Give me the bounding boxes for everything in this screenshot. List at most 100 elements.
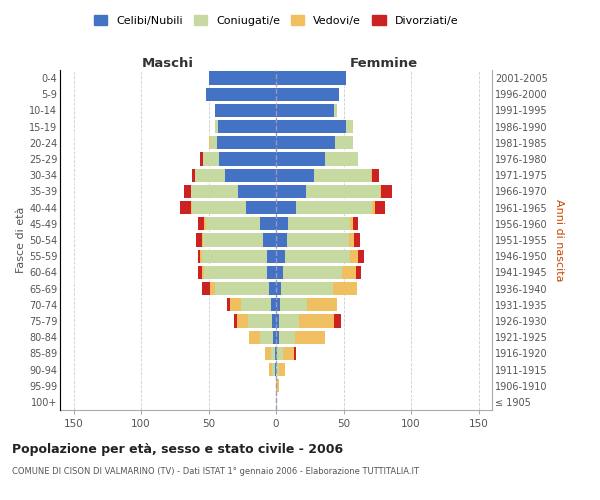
Bar: [276, 346, 277, 360]
Bar: [220, 152, 276, 166]
Bar: [249, 330, 260, 344]
Bar: [353, 217, 358, 230]
Bar: [276, 379, 278, 392]
Bar: [276, 152, 325, 166]
Bar: [193, 168, 195, 182]
Bar: [205, 217, 206, 230]
Bar: [266, 250, 276, 263]
Bar: [195, 168, 224, 182]
Bar: [358, 250, 364, 263]
Bar: [217, 136, 276, 149]
Bar: [191, 185, 238, 198]
Bar: [280, 298, 307, 312]
Bar: [278, 314, 299, 328]
Bar: [209, 72, 276, 85]
Bar: [349, 234, 354, 246]
Bar: [276, 234, 287, 246]
Bar: [180, 201, 191, 214]
Bar: [198, 217, 205, 230]
Bar: [266, 266, 276, 279]
Bar: [350, 217, 353, 230]
Bar: [342, 266, 356, 279]
Bar: [227, 298, 230, 312]
Bar: [274, 330, 276, 344]
Bar: [334, 104, 337, 117]
Bar: [276, 330, 278, 344]
Bar: [202, 266, 205, 279]
Bar: [198, 266, 202, 279]
Bar: [272, 363, 275, 376]
Bar: [325, 152, 358, 166]
Bar: [200, 250, 202, 263]
Bar: [350, 250, 358, 263]
Bar: [372, 168, 379, 182]
Bar: [293, 346, 296, 360]
Bar: [241, 298, 271, 312]
Bar: [299, 314, 334, 328]
Bar: [276, 185, 306, 198]
Bar: [277, 346, 283, 360]
Bar: [372, 201, 374, 214]
Bar: [184, 185, 191, 198]
Bar: [276, 168, 314, 182]
Bar: [314, 168, 371, 182]
Bar: [206, 88, 276, 101]
Bar: [296, 201, 372, 214]
Bar: [334, 314, 341, 328]
Bar: [287, 234, 349, 246]
Bar: [210, 136, 217, 149]
Bar: [215, 282, 269, 295]
Bar: [283, 266, 342, 279]
Bar: [276, 250, 286, 263]
Text: COMUNE DI CISON DI VALMARINO (TV) - Dati ISTAT 1° gennaio 2006 - Elaborazione TU: COMUNE DI CISON DI VALMARINO (TV) - Dati…: [12, 468, 419, 476]
Bar: [382, 185, 392, 198]
Bar: [224, 168, 276, 182]
Bar: [202, 250, 266, 263]
Bar: [198, 250, 200, 263]
Bar: [237, 314, 248, 328]
Bar: [203, 234, 263, 246]
Bar: [307, 298, 337, 312]
Y-axis label: Anni di nascita: Anni di nascita: [554, 198, 565, 281]
Bar: [238, 185, 276, 198]
Bar: [269, 363, 272, 376]
Bar: [263, 234, 276, 246]
Bar: [260, 217, 276, 230]
Bar: [288, 217, 350, 230]
Text: Femmine: Femmine: [350, 57, 418, 70]
Bar: [215, 104, 276, 117]
Bar: [371, 168, 372, 182]
Bar: [248, 314, 272, 328]
Bar: [286, 250, 350, 263]
Bar: [272, 314, 276, 328]
Bar: [332, 282, 357, 295]
Bar: [283, 346, 293, 360]
Bar: [234, 314, 237, 328]
Bar: [209, 136, 210, 149]
Bar: [276, 298, 280, 312]
Bar: [202, 282, 210, 295]
Bar: [276, 266, 283, 279]
Bar: [346, 120, 353, 134]
Bar: [218, 120, 276, 134]
Bar: [276, 282, 281, 295]
Bar: [230, 298, 241, 312]
Y-axis label: Fasce di età: Fasce di età: [16, 207, 26, 273]
Bar: [281, 282, 332, 295]
Bar: [354, 234, 360, 246]
Bar: [276, 217, 288, 230]
Bar: [191, 201, 193, 214]
Bar: [306, 185, 380, 198]
Bar: [260, 330, 274, 344]
Bar: [276, 314, 278, 328]
Bar: [276, 120, 346, 134]
Bar: [205, 266, 266, 279]
Bar: [206, 217, 260, 230]
Bar: [247, 201, 276, 214]
Text: Maschi: Maschi: [142, 57, 194, 70]
Bar: [210, 282, 215, 295]
Bar: [295, 330, 325, 344]
Legend: Celibi/Nubili, Coniugati/e, Vedovi/e, Divorziati/e: Celibi/Nubili, Coniugati/e, Vedovi/e, Di…: [89, 10, 463, 30]
Bar: [276, 201, 296, 214]
Bar: [193, 201, 247, 214]
